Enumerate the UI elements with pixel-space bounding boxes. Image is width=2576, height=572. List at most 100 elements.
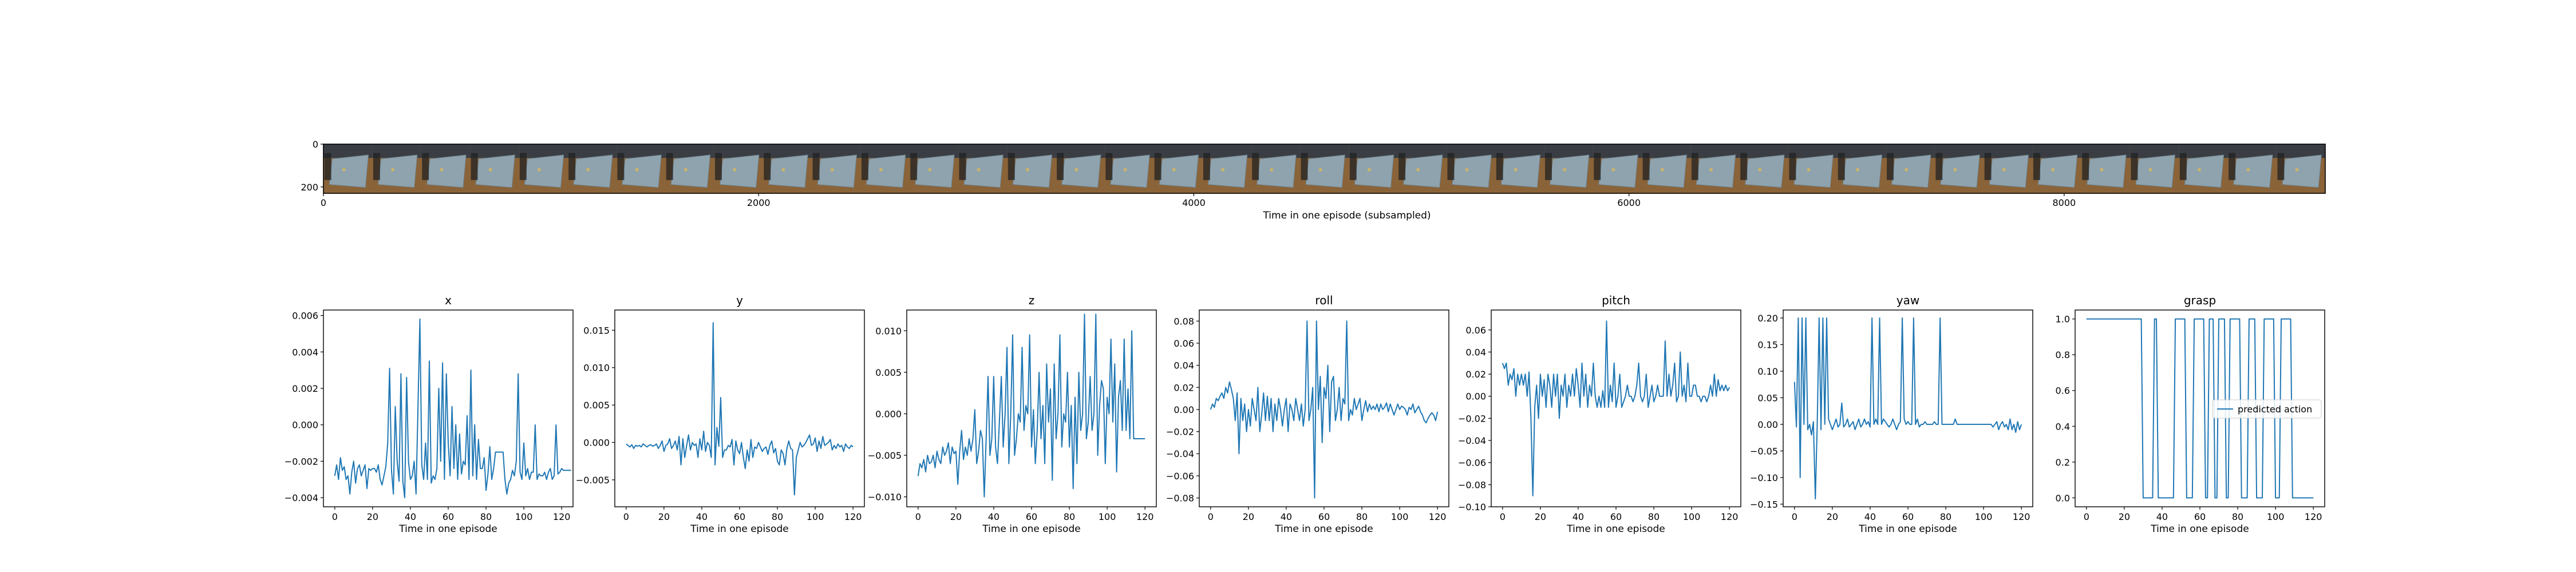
frame-gripper [471,153,478,180]
series-line [626,322,854,496]
frame-object [733,168,737,172]
frame-gripper [324,153,331,180]
strip-frame [665,144,714,193]
subplot-grasp: grasp 0 20 40 60 80 100 120 Time in one episode 0… [2056,293,2325,535]
strip-frames [323,144,2325,193]
xtick-label: 0 [2084,511,2089,522]
ytick-label: 0.00 [1465,391,1486,402]
subplot-title: roll [1315,293,1333,307]
strip-frame [2276,144,2325,193]
frame-object [1416,168,1420,172]
frame-tray [670,154,711,188]
frame-object [879,168,883,172]
strip-frame [1153,144,1203,193]
ytick-label: −0.06 [1458,458,1486,468]
frame-tray [817,154,857,188]
series-line [1793,317,2022,500]
frame-object [1465,168,1469,172]
ytick-label: 0.20 [1757,313,1778,324]
frame-object [1709,168,1713,172]
ytick-label: 0.00 [1757,419,1778,430]
strip-frame [2129,144,2179,193]
xtick-label: 100 [1391,511,1409,522]
frame-tray [866,154,906,188]
xtick-label: 40 [1864,511,1876,522]
frame-tray [1745,154,1785,188]
frame-object [2197,168,2201,172]
xtick-label: 80 [772,511,783,522]
frame-object [1953,168,1957,172]
ytick-label: 0.04 [1174,360,1194,371]
ytick-label: 0.002 [292,383,318,394]
strip-frame [1886,144,1935,193]
frame-gripper [1545,153,1552,180]
ytick-label: 0.4 [2056,421,2070,432]
ytick-label: 0.010 [875,325,902,336]
plot-frame [1491,309,1741,507]
frame-object [977,168,981,172]
frame-tray [622,154,662,188]
frame-gripper [910,153,918,180]
ytick-label: 0.04 [1465,347,1486,357]
frame-object [683,168,688,172]
frame-object [1807,168,1811,172]
xtick-label: 120 [553,511,571,522]
frame-object [342,168,346,172]
xtick-label: 80 [480,511,492,522]
xtick-label: 20 [367,511,378,522]
ytick-label: 0.010 [583,363,610,374]
xtick-label: 120 [844,511,862,522]
frame-gripper [1252,153,1259,180]
series-line [917,313,1145,498]
frame-object [2002,168,2006,172]
plot-frame [323,309,574,507]
frame-tray [1549,154,1590,188]
strip-frame [1007,144,1056,193]
xlabel: Time in one episode [2150,523,2249,535]
frame-tray [377,154,418,188]
strip-frame [2032,144,2082,193]
xlabel: Time in one episode [398,523,497,535]
xtick-label: 40 [1281,511,1292,522]
frame-gripper [1057,153,1064,180]
frame-gripper [617,153,625,180]
xtick-label: 60 [2194,511,2206,522]
strip-frame [519,144,568,193]
ytick-label: 0.000 [583,438,610,448]
frame-gripper [1984,153,1992,180]
strip-frame [1739,144,1789,193]
frame-gripper [1154,153,1161,180]
frame-tray [1061,154,1101,188]
strip-frame [1397,144,1447,193]
frame-gripper [1008,153,1015,180]
subplot-title: x [445,293,452,307]
subplot-title: yaw [1897,293,1919,307]
ytick-label: 0.02 [1174,382,1194,393]
frame-gripper [519,153,527,180]
frame-object [1270,168,1274,172]
frame-tray [963,154,1003,188]
frame-object [2051,168,2055,172]
xtick-label: 0 [623,511,629,522]
xtick-label: 0 [1792,511,1797,522]
frame-gripper [1789,153,1796,180]
frame-gripper [2277,153,2285,180]
subplot-x: x 0 20 40 60 80 100 120 Time in one episode −0.00… [285,293,574,535]
frame-tray [1257,154,1297,188]
strip-xtick-label: 8000 [2053,197,2076,208]
strip-frame [1446,144,1496,193]
strip-xtick-label: 0 [321,197,326,208]
subplot-title: pitch [1602,293,1630,307]
frame-tray [329,154,369,188]
xtick-label: 20 [2119,511,2130,522]
strip-frame [1056,144,1105,193]
frame-object [1074,168,1078,172]
xtick-label: 60 [1026,511,1037,522]
frame-tray [1110,154,1150,188]
frame-gripper [2131,153,2138,180]
xtick-label: 60 [1318,511,1330,522]
xtick-label: 60 [734,511,745,522]
frame-object [781,168,785,172]
